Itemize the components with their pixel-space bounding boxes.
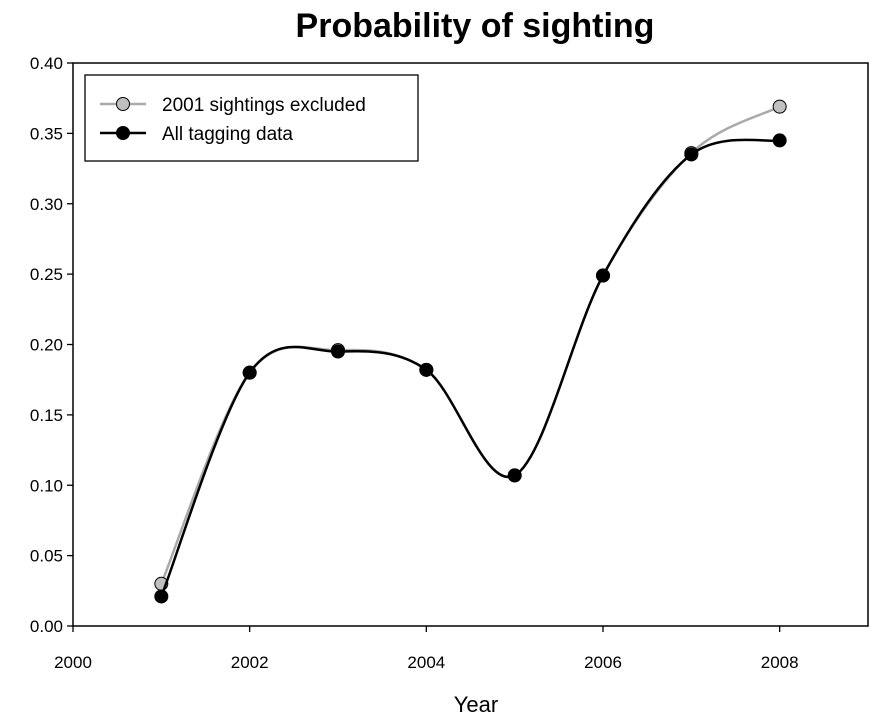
y-tick-label: 0.30 [30, 195, 63, 214]
data-point [596, 268, 610, 283]
legend-label-excluded: 2001 sightings excluded [162, 95, 366, 116]
series-line [160, 105, 781, 585]
x-tick-label: 2008 [761, 653, 799, 672]
chart-title: Probability of sighting [296, 7, 655, 45]
y-tick-label: 0.10 [30, 476, 63, 495]
data-point [684, 147, 699, 162]
series-1 [154, 133, 787, 604]
x-tick-label: 2004 [407, 653, 445, 672]
data-point [772, 99, 787, 114]
data-point [154, 589, 169, 604]
plot-frame [72, 62, 869, 627]
y-tick-label: 0.25 [30, 265, 63, 284]
y-tick-label: 0.35 [30, 124, 63, 143]
x-tick-label: 2006 [584, 653, 622, 672]
legend-marker-excluded [116, 97, 130, 111]
series-layer [154, 99, 787, 604]
series-0 [154, 99, 787, 591]
y-tick-label: 0.00 [30, 617, 63, 636]
y-tick-label: 0.15 [30, 406, 63, 425]
data-point [242, 365, 257, 380]
x-axis-label: Year [454, 692, 498, 717]
legend-marker-all [116, 126, 130, 140]
x-tick-label: 2000 [54, 653, 92, 672]
x-axis: 2000 2002 2004 2006 2008 [54, 626, 799, 672]
legend: 2001 sightings excluded All tagging data [84, 74, 419, 162]
y-tick-label: 0.20 [30, 336, 63, 355]
legend-box [84, 74, 419, 162]
data-point [507, 468, 522, 483]
x-tick-label: 2002 [231, 653, 269, 672]
y-tick-label: 0.40 [30, 54, 63, 73]
y-tick-label: 0.05 [30, 547, 63, 566]
data-point [772, 133, 787, 148]
legend-label-all: All tagging data [162, 124, 293, 145]
data-point [419, 362, 434, 377]
y-axis: 0.00 0.05 0.10 0.15 0.20 0.25 0.30 0.35 0.40 [30, 54, 73, 636]
data-point [331, 344, 345, 359]
